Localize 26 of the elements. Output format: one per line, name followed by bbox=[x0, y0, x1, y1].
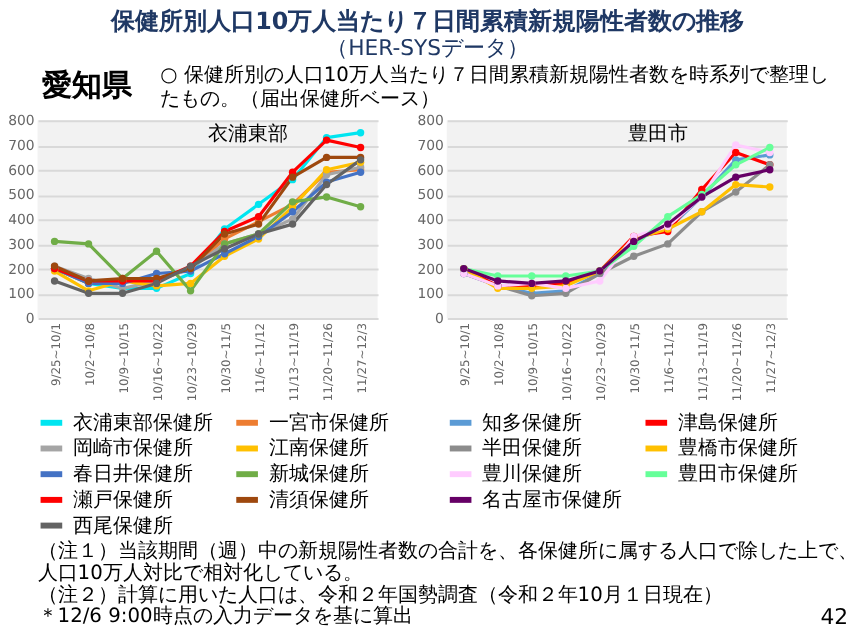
legend-label: 西尾保健所 bbox=[73, 513, 174, 538]
legend-label: 豊川保健所 bbox=[482, 462, 583, 487]
annotation: 豊田市 bbox=[627, 122, 688, 147]
text: 愛知県 bbox=[41, 68, 134, 103]
text: （注１）当該期間（週）中の新規陽性者数の合計を、各保健所に属する人口で除した上で、人口10万人対比で相対化している。 bbox=[37, 539, 854, 585]
legend-label: 知多保健所 bbox=[482, 410, 583, 435]
text: ＊12/6 9:00時点の入力データを基に算出 bbox=[37, 604, 413, 629]
legend-label: 一宮市保健所 bbox=[268, 410, 389, 435]
legend-label: 半田保健所 bbox=[482, 436, 583, 461]
legend-label: 津島保健所 bbox=[678, 410, 779, 435]
legend-label: 豊田市保健所 bbox=[678, 462, 799, 487]
text: ○ 保健所別の人口10万人当たり７日間累積新規陽性者数を時系列で整理したもの。（届出保健所ベース） bbox=[160, 62, 829, 111]
legend-label: 衣浦東部保健所 bbox=[73, 410, 214, 435]
legend-label: 清須保健所 bbox=[268, 487, 369, 512]
legend-label: 江南保健所 bbox=[268, 436, 369, 461]
legend-label: 新城保健所 bbox=[268, 462, 369, 487]
legend-label: 春日井保健所 bbox=[73, 462, 194, 487]
text: （HER-SYSデータ） bbox=[326, 35, 530, 62]
legend-label: 豊橋市保健所 bbox=[678, 436, 799, 461]
annotation: 衣浦東部 bbox=[208, 122, 289, 147]
text: 保健所別人口10万人当たり７日間累積新規陽性者数の推移 bbox=[109, 7, 745, 36]
text: 42 bbox=[820, 604, 849, 631]
legend-label: 岡崎市保健所 bbox=[73, 436, 194, 461]
legend-label: 名古屋市保健所 bbox=[482, 487, 623, 512]
text: （注２）計算に用いた人口は、令和２年国勢調査（令和２年10月１日現在） bbox=[37, 582, 723, 607]
legend-label: 瀬戸保健所 bbox=[73, 487, 174, 512]
